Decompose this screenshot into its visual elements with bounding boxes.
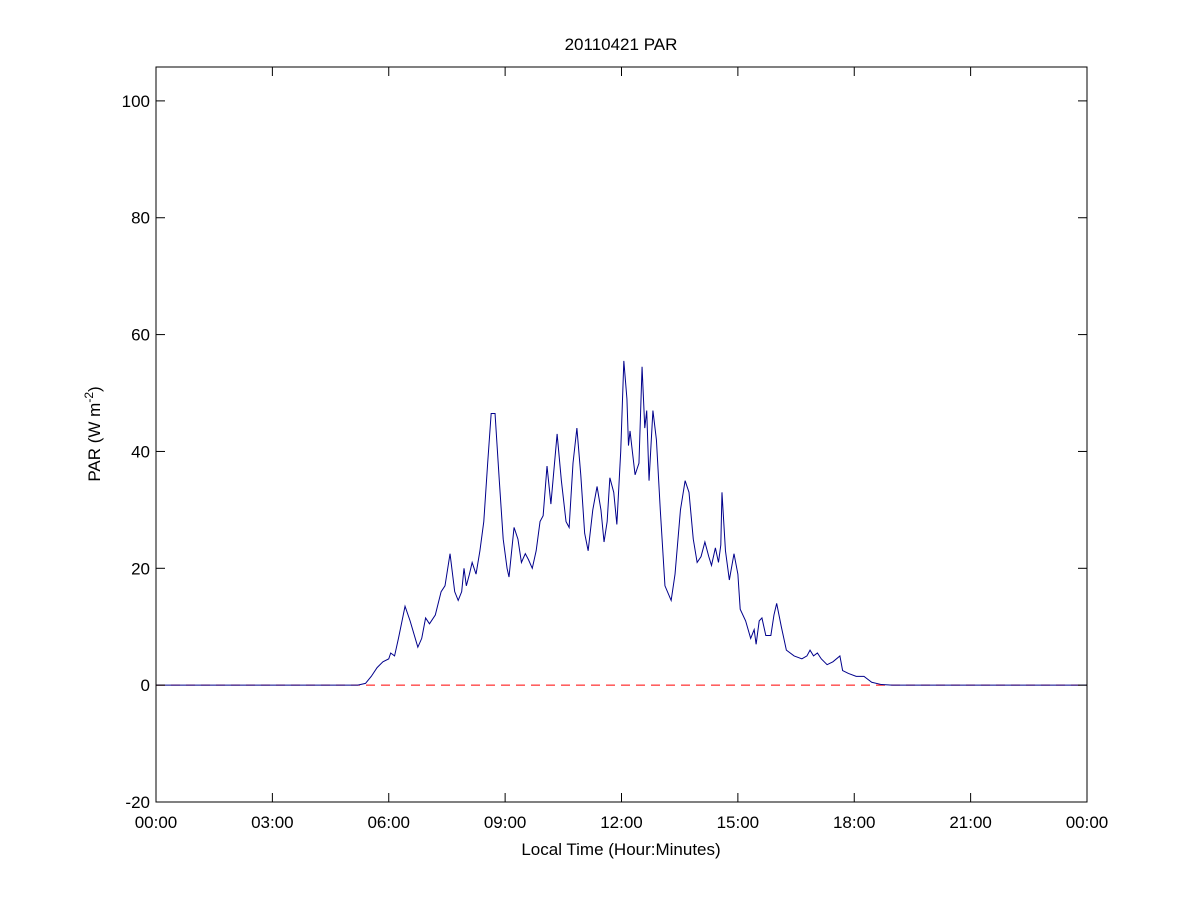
y-axis-label: PAR (W m-2) xyxy=(82,386,104,481)
y-axis-label-main: PAR (W m xyxy=(85,403,104,482)
x-tick-label: 15:00 xyxy=(717,813,760,832)
y-tick-label: 0 xyxy=(141,676,150,695)
y-axis-label-end: ) xyxy=(85,386,104,392)
x-tick-label: 21:00 xyxy=(949,813,992,832)
x-tick-label: 00:00 xyxy=(1066,813,1109,832)
y-axis-label-sup: -2 xyxy=(82,392,96,403)
y-tick-label: -20 xyxy=(125,793,150,812)
x-tick-label: 12:00 xyxy=(600,813,643,832)
x-tick-label: 18:00 xyxy=(833,813,876,832)
x-tick-label: 09:00 xyxy=(484,813,527,832)
x-axis-label: Local Time (Hour:Minutes) xyxy=(521,840,720,859)
x-tick-label: 03:00 xyxy=(251,813,294,832)
y-tick-label: 100 xyxy=(122,92,150,111)
x-tick-label: 00:00 xyxy=(135,813,178,832)
y-tick-label: 80 xyxy=(131,209,150,228)
y-tick-label: 20 xyxy=(131,559,150,578)
data-line xyxy=(156,360,1087,686)
y-tick-label: 60 xyxy=(131,326,150,345)
y-tick-label: 40 xyxy=(131,442,150,461)
chart-title: 20110421 PAR xyxy=(565,35,678,54)
x-tick-label: 06:00 xyxy=(367,813,410,832)
